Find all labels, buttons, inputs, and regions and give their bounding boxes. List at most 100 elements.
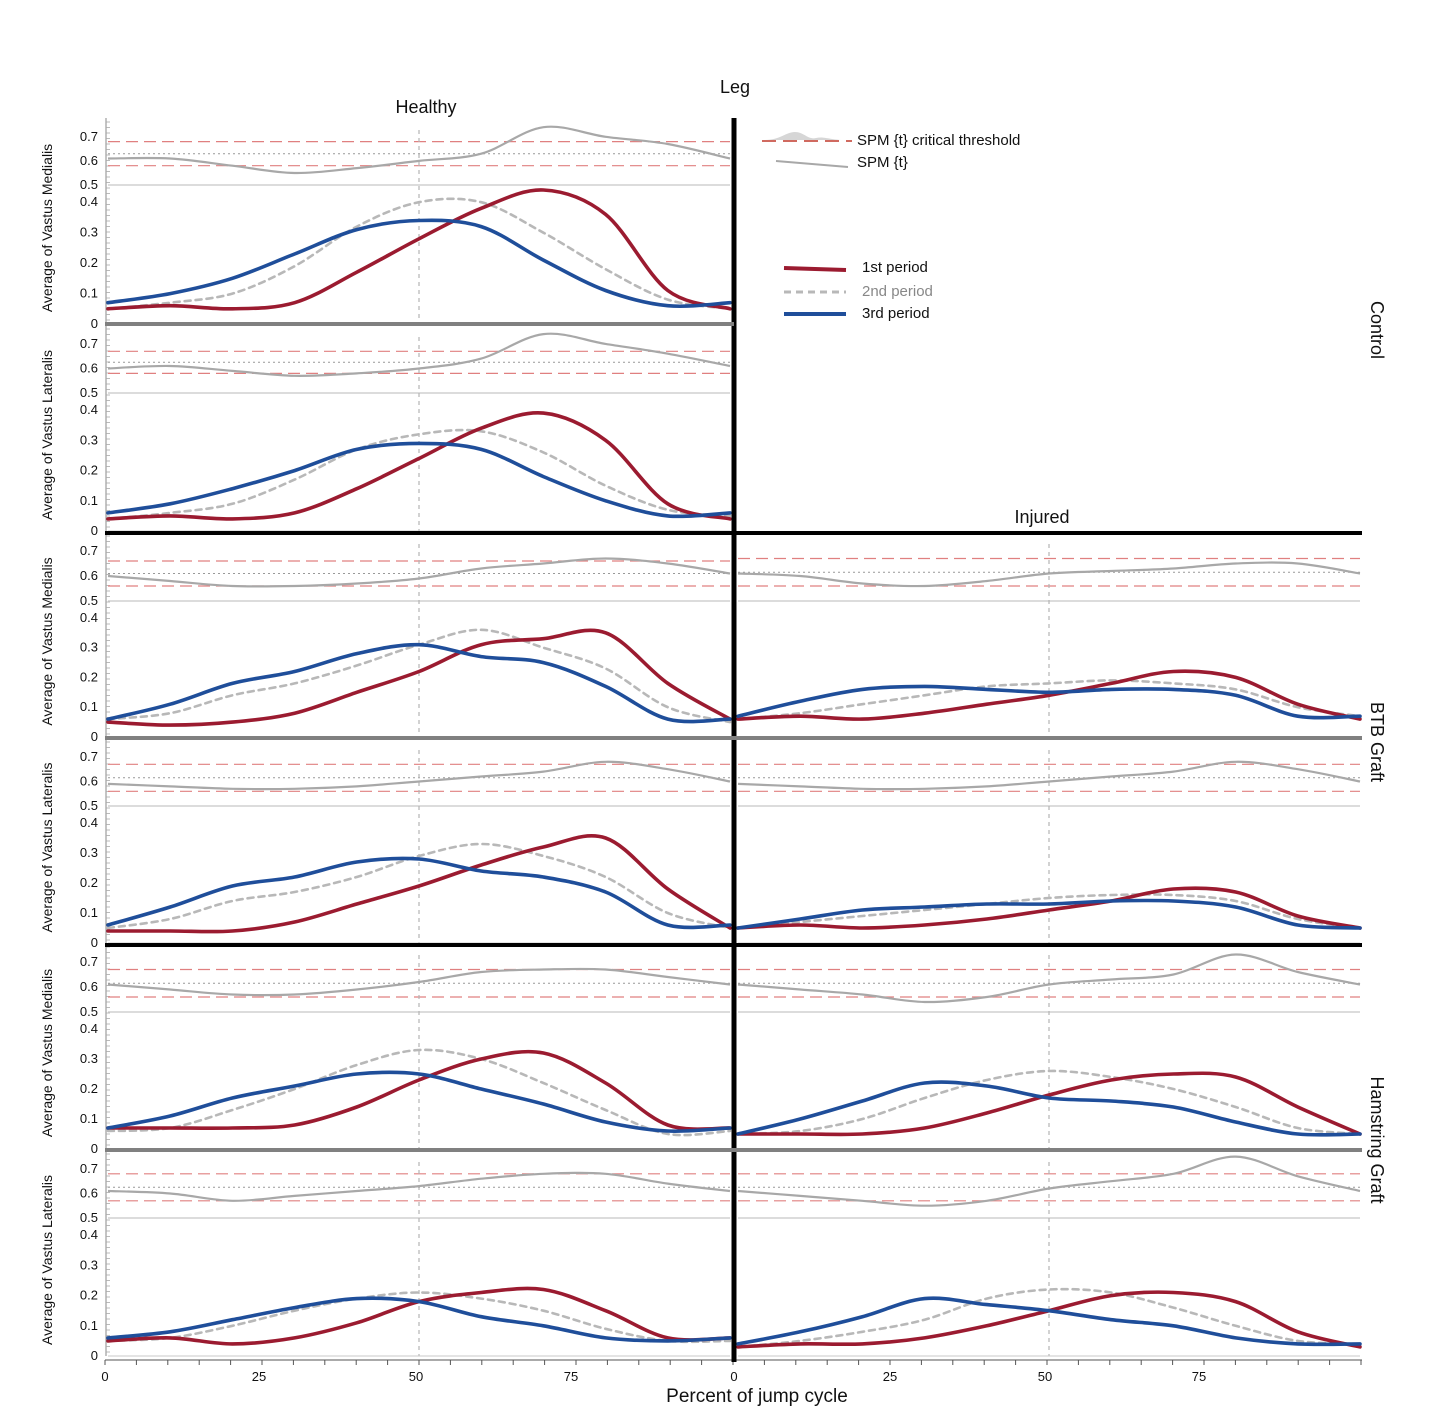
y-tick-label: 0.1 [80,905,98,920]
emg-line-2nd-period [736,893,1362,930]
y-tick-label: 0.7 [80,543,98,558]
spm-curve [107,760,731,791]
y-tick-label: 0 [91,729,98,744]
emg-line-3rd-period [736,898,1362,930]
emg-line-1st-period [736,1071,1362,1137]
y-tick-label: 0.4 [80,1021,98,1036]
panel-hamstring-graft-medialis: 0.7 0.6 0.5 0.4 0.3 0.2 0.1 0 Average of Vastus … [39,943,1362,1156]
panel-btb-graft-medialis: 0.7 0.6 0.5 0.4 0.3 0.2 0.1 0 Average of Vastus … [39,532,1362,744]
emg-line-2nd-period [106,1291,732,1344]
y-tick-label: 0.1 [80,493,98,508]
legend-series-1-label: 1st period [862,259,928,276]
emg-line-1st-period [106,833,732,934]
y-axis-title: Average of Vastus Medialis [39,557,55,725]
spm-curve [107,967,731,997]
emg-line-1st-period [736,669,1362,721]
y-tick-label: 0.6 [80,774,98,789]
separators [105,118,1362,1362]
emg-line-3rd-period [106,218,732,308]
emg-line-3rd-period [736,1080,1362,1137]
y-tick-label: 0.3 [80,1257,98,1272]
legend-series-3-label: 3rd period [862,305,930,322]
emg-line-2nd-period [736,1069,1362,1136]
x-tick-label: 75 [1192,1369,1206,1384]
x-tick-label: 0 [101,1369,108,1384]
panel-btb-graft-lateralis: 0.7 0.6 0.5 0.4 0.3 0.2 0.1 0 Average of Vastus … [39,738,1362,950]
spm-curve [737,561,1361,588]
y-tick-label: 0.7 [80,954,98,969]
y-tick-label: 0.7 [80,749,98,764]
y-tick-label: 0.4 [80,402,98,417]
injured-header: Injured [1014,507,1069,527]
y-tick-label: 0.5 [80,593,98,608]
y-tick-label: 0.6 [80,979,98,994]
y-tick-label: 0 [91,523,98,538]
legend-spm-line [775,160,849,168]
y-tick-label: 0.6 [80,568,98,583]
y-axis-title: Average of Vastus Medialis [39,144,55,312]
y-tick-label: 0.6 [80,153,98,168]
emg-line-1st-period [106,628,732,727]
y-tick-label: 0.4 [80,815,98,830]
spm-curve [737,760,1361,791]
panel-control-medialis: 0.7 0.6 0.5 0.4 0.3 0.2 0.1 0 Average of Vastus … [39,118,732,331]
spm-curve [107,332,731,377]
y-tick-label: 0.2 [80,669,98,684]
x-tick-label: 50 [409,1369,423,1384]
emg-line-3rd-period [106,1296,732,1343]
y-tick-label: 0.7 [80,1161,98,1176]
group-label-btb-graft: BTB Graft [1367,702,1387,782]
x-tick-label: 25 [883,1369,897,1384]
emg-line-3rd-period [736,1296,1362,1347]
y-tick-label: 0.3 [80,1051,98,1066]
emg-line-1st-period [736,886,1362,930]
emg-line-3rd-period [106,642,732,724]
y-tick-label: 0.1 [80,1318,98,1333]
emg-line-2nd-period [106,428,732,521]
y-axis-title: Average of Vastus Lateralis [39,350,55,520]
emg-line-2nd-period [106,1048,732,1137]
spm-curve [107,125,731,175]
x-axis-title: Percent of jump cycle [666,1386,848,1407]
y-tick-label: 0.5 [80,385,98,400]
y-tick-label: 0.5 [80,1210,98,1225]
panels: 0.7 0.6 0.5 0.4 0.3 0.2 0.1 0 Average of Vastus … [39,118,1362,1365]
y-axis-title: Average of Vastus Lateralis [39,1175,55,1345]
spm-curve [107,1171,731,1202]
y-tick-label: 0.6 [80,361,98,376]
emg-line-3rd-period [106,1070,732,1133]
panel-control-lateralis: 0.7 0.6 0.5 0.4 0.3 0.2 0.1 0 Average of Vastus … [39,325,732,538]
y-axis-title: Average of Vastus Lateralis [39,763,55,933]
legend-series-2-label: 2nd period [862,283,933,300]
y-tick-label: 0.7 [80,336,98,351]
y-tick-label: 0.1 [80,1111,98,1126]
y-tick-label: 0 [91,1141,98,1156]
y-tick-label: 0.5 [80,1004,98,1019]
emg-line-1st-period [106,1049,732,1131]
x-axis: 0 25 50 75 0 25 50 75 Percent of jump cy… [101,1369,1206,1407]
legend-threshold-label: SPM {t} critical threshold [857,132,1020,149]
y-tick-label: 0 [91,935,98,950]
y-tick-label: 0.2 [80,875,98,890]
y-tick-label: 0.3 [80,640,98,655]
emg-line-1st-period [106,188,732,311]
y-tick-label: 0.5 [80,798,98,813]
panel-hamstring-graft-lateralis: 0.7 0.6 0.5 0.4 0.3 0.2 0.1 0 Average of Vastus … [39,1150,1362,1363]
y-tick-label: 0.4 [80,610,98,625]
x-tick-label: 50 [1038,1369,1052,1384]
group-label-hamstring-graft: Hamstring Graft [1367,1076,1387,1203]
y-tick-label: 0 [91,316,98,331]
spm-curve [107,557,731,588]
y-tick-label: 0.2 [80,1288,98,1303]
emg-line-2nd-period [106,197,732,311]
emg-line-2nd-period [736,679,1362,721]
healthy-header: Healthy [395,97,456,117]
y-tick-label: 0.2 [80,463,98,478]
group-label-control: Control [1367,301,1387,359]
emg-line-3rd-period [736,684,1362,720]
y-tick-label: 0.5 [80,177,98,192]
y-tick-label: 0.6 [80,1186,98,1201]
x-tick-label: 0 [730,1369,737,1384]
y-axis-title: Average of Vastus Medialis [39,969,55,1137]
